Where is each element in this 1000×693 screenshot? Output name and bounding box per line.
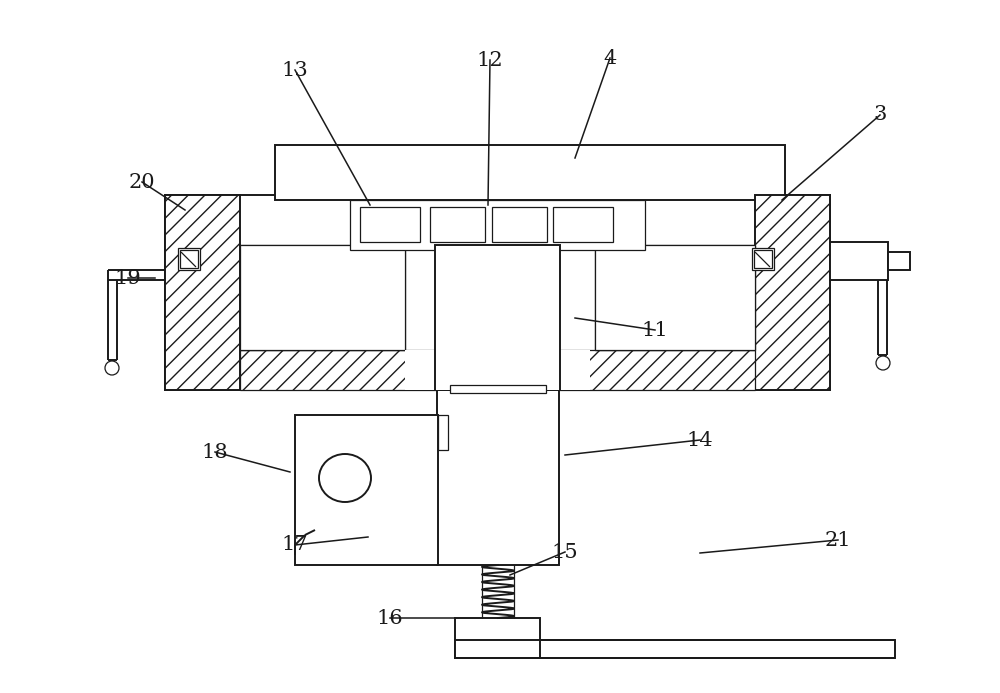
Bar [888, 252, 910, 270]
Text: 17: 17 [282, 536, 308, 554]
Bar [595, 245, 755, 350]
Text: 20: 20 [129, 173, 155, 191]
Bar [595, 245, 755, 350]
Text: 12: 12 [477, 51, 503, 69]
Ellipse shape [319, 454, 371, 502]
Bar [450, 385, 546, 393]
Text: 19: 19 [115, 268, 141, 288]
Bar [295, 415, 438, 565]
Text: 14: 14 [687, 430, 713, 450]
Bar [830, 242, 888, 280]
Text: 13: 13 [282, 60, 308, 80]
Bar [165, 195, 830, 390]
Text: 16: 16 [377, 608, 403, 627]
Bar [455, 640, 895, 658]
Text: 21: 21 [825, 531, 851, 550]
Bar [180, 250, 198, 268]
Circle shape [876, 356, 890, 370]
Bar [165, 195, 240, 390]
Text: 18: 18 [202, 443, 228, 462]
Bar [350, 200, 645, 250]
Bar [755, 195, 830, 390]
Bar [455, 618, 540, 658]
Bar [405, 350, 590, 390]
Bar [178, 248, 200, 270]
Bar [553, 207, 613, 242]
Bar [240, 350, 755, 390]
Bar [492, 207, 547, 242]
Bar [435, 245, 560, 390]
Text: 3: 3 [873, 105, 887, 125]
Bar [240, 245, 405, 350]
Bar [240, 245, 405, 350]
Text: 4: 4 [603, 49, 617, 67]
Bar [752, 248, 774, 270]
Bar [360, 207, 420, 242]
Bar [430, 207, 485, 242]
Text: 11: 11 [642, 320, 668, 340]
Bar [438, 415, 448, 450]
Text: 15: 15 [552, 543, 578, 561]
Bar [437, 390, 559, 565]
Circle shape [105, 361, 119, 375]
Bar [275, 145, 785, 200]
Bar [754, 250, 772, 268]
